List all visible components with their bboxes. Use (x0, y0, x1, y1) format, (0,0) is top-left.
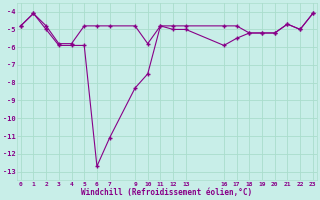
X-axis label: Windchill (Refroidissement éolien,°C): Windchill (Refroidissement éolien,°C) (81, 188, 252, 197)
